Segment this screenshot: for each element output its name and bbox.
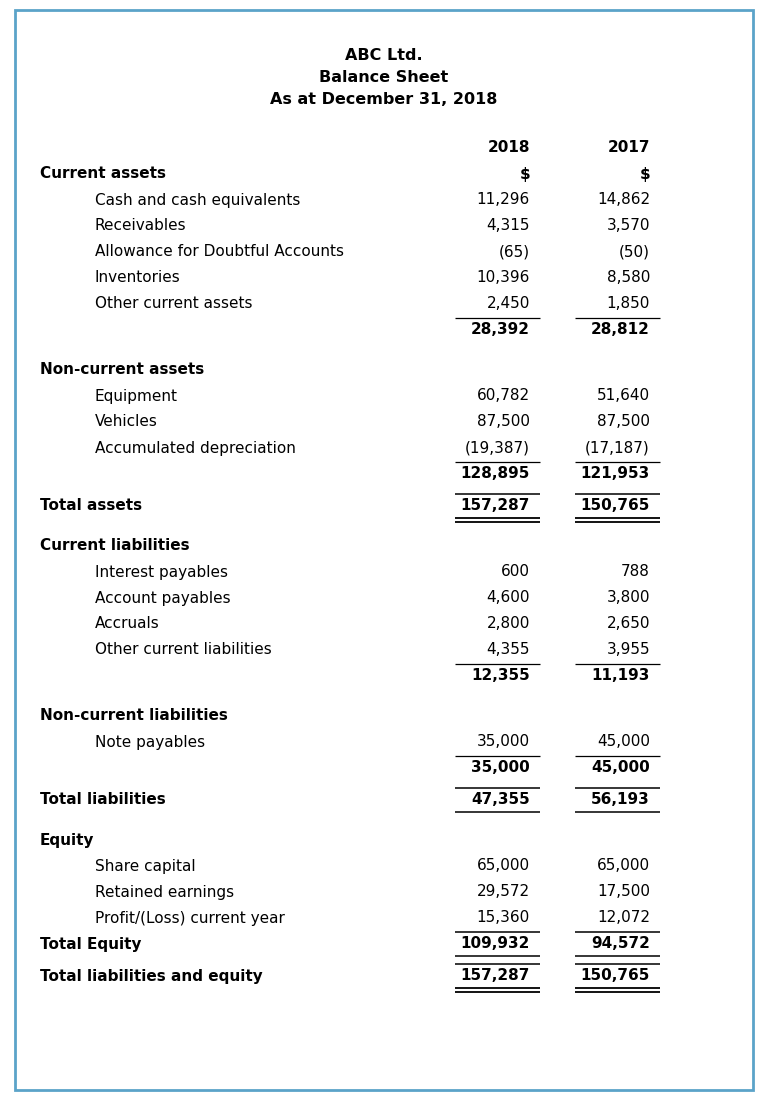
Text: 4,315: 4,315 <box>486 218 530 234</box>
Text: 157,287: 157,287 <box>461 969 530 983</box>
Text: Equipment: Equipment <box>95 389 178 403</box>
Text: 2018: 2018 <box>488 140 530 155</box>
Text: Cash and cash equivalents: Cash and cash equivalents <box>95 193 300 207</box>
Text: $: $ <box>519 166 530 182</box>
Text: Profit/(Loss) current year: Profit/(Loss) current year <box>95 910 285 926</box>
Text: 12,355: 12,355 <box>472 669 530 683</box>
Text: 28,392: 28,392 <box>471 323 530 337</box>
Text: 87,500: 87,500 <box>597 414 650 430</box>
Text: 128,895: 128,895 <box>461 466 530 482</box>
Text: Accumulated depreciation: Accumulated depreciation <box>95 441 296 455</box>
Text: Accruals: Accruals <box>95 616 160 631</box>
Text: 10,396: 10,396 <box>477 270 530 285</box>
Text: Note payables: Note payables <box>95 735 205 749</box>
Text: Other current assets: Other current assets <box>95 296 253 312</box>
Text: Total liabilities: Total liabilities <box>40 792 166 808</box>
Text: 45,000: 45,000 <box>597 735 650 749</box>
Text: 12,072: 12,072 <box>597 910 650 926</box>
Text: 51,640: 51,640 <box>597 389 650 403</box>
Text: 47,355: 47,355 <box>472 792 530 808</box>
Text: 94,572: 94,572 <box>591 937 650 951</box>
Text: 3,800: 3,800 <box>607 591 650 605</box>
Text: 600: 600 <box>501 564 530 580</box>
Text: 109,932: 109,932 <box>461 937 530 951</box>
FancyBboxPatch shape <box>15 10 753 1090</box>
Text: Total liabilities and equity: Total liabilities and equity <box>40 969 263 983</box>
Text: 11,193: 11,193 <box>591 669 650 683</box>
Text: $: $ <box>640 166 650 182</box>
Text: Account payables: Account payables <box>95 591 230 605</box>
Text: 4,600: 4,600 <box>486 591 530 605</box>
Text: Receivables: Receivables <box>95 218 187 234</box>
Text: 2,450: 2,450 <box>487 296 530 312</box>
Text: 29,572: 29,572 <box>477 885 530 899</box>
Text: 1,850: 1,850 <box>607 296 650 312</box>
Text: 3,570: 3,570 <box>607 218 650 234</box>
Text: Non-current assets: Non-current assets <box>40 363 204 378</box>
Text: Vehicles: Vehicles <box>95 414 158 430</box>
Text: (50): (50) <box>619 245 650 259</box>
Text: As at December 31, 2018: As at December 31, 2018 <box>270 91 498 107</box>
Text: Current assets: Current assets <box>40 166 166 182</box>
Text: Interest payables: Interest payables <box>95 564 228 580</box>
Text: 15,360: 15,360 <box>477 910 530 926</box>
Text: 2017: 2017 <box>607 140 650 155</box>
Text: 45,000: 45,000 <box>591 760 650 776</box>
Text: Current liabilities: Current liabilities <box>40 539 190 553</box>
Text: 14,862: 14,862 <box>597 193 650 207</box>
Text: 4,355: 4,355 <box>486 642 530 658</box>
Text: 150,765: 150,765 <box>581 498 650 514</box>
Text: (65): (65) <box>499 245 530 259</box>
Text: Non-current liabilities: Non-current liabilities <box>40 709 228 724</box>
Text: 35,000: 35,000 <box>472 760 530 776</box>
Text: ABC Ltd.: ABC Ltd. <box>345 48 423 63</box>
Text: Inventories: Inventories <box>95 270 180 285</box>
Text: 788: 788 <box>621 564 650 580</box>
Text: 2,800: 2,800 <box>487 616 530 631</box>
Text: 157,287: 157,287 <box>461 498 530 514</box>
Text: 56,193: 56,193 <box>591 792 650 808</box>
Text: 3,955: 3,955 <box>607 642 650 658</box>
Text: Balance Sheet: Balance Sheet <box>319 71 449 85</box>
Text: Other current liabilities: Other current liabilities <box>95 642 272 658</box>
Text: 35,000: 35,000 <box>477 735 530 749</box>
Text: 65,000: 65,000 <box>597 858 650 874</box>
Text: 17,500: 17,500 <box>597 885 650 899</box>
Text: 65,000: 65,000 <box>477 858 530 874</box>
Text: Share capital: Share capital <box>95 858 196 874</box>
Text: Retained earnings: Retained earnings <box>95 885 234 899</box>
Text: Total Equity: Total Equity <box>40 937 141 951</box>
Text: 11,296: 11,296 <box>477 193 530 207</box>
Text: 60,782: 60,782 <box>477 389 530 403</box>
Text: 87,500: 87,500 <box>477 414 530 430</box>
Text: 8,580: 8,580 <box>607 270 650 285</box>
Text: (17,187): (17,187) <box>585 441 650 455</box>
Text: 28,812: 28,812 <box>591 323 650 337</box>
Text: Total assets: Total assets <box>40 498 142 514</box>
Text: 150,765: 150,765 <box>581 969 650 983</box>
Text: Allowance for Doubtful Accounts: Allowance for Doubtful Accounts <box>95 245 344 259</box>
Text: Equity: Equity <box>40 832 94 847</box>
Text: 2,650: 2,650 <box>607 616 650 631</box>
Text: 121,953: 121,953 <box>581 466 650 482</box>
Text: (19,387): (19,387) <box>465 441 530 455</box>
